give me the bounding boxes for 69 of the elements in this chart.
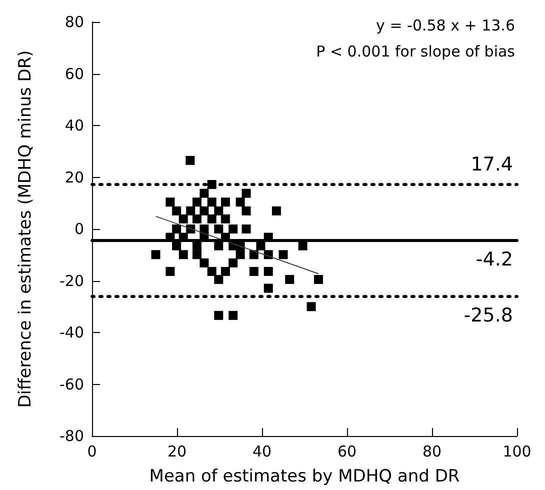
point xyxy=(178,250,188,260)
point xyxy=(214,241,224,250)
point xyxy=(207,214,216,224)
x-tick-label: 40 xyxy=(252,442,272,460)
point xyxy=(151,250,160,260)
point xyxy=(166,266,175,276)
y-tick-label: 60 xyxy=(64,64,84,83)
point xyxy=(285,274,294,284)
point xyxy=(192,198,202,207)
y-tick-label: -80 xyxy=(60,427,84,445)
point xyxy=(236,198,245,207)
annotation: P < 0.001 for slope of bias xyxy=(316,42,516,60)
point xyxy=(242,224,251,234)
y-axis-title: Difference in estimates (MDHQ minus DR) xyxy=(16,50,36,408)
point xyxy=(186,156,195,165)
point xyxy=(172,224,182,234)
point xyxy=(314,274,324,284)
point xyxy=(200,188,209,198)
point xyxy=(264,266,273,276)
point xyxy=(207,198,216,207)
point xyxy=(264,284,273,293)
y-tick-label: 40 xyxy=(64,116,84,134)
x-axis-title: Mean of estimates by MDHQ and DR xyxy=(149,466,460,486)
x-tick-label: 100 xyxy=(502,442,532,460)
point xyxy=(278,250,288,260)
point xyxy=(214,206,224,216)
ref-line-label: -25.8 xyxy=(464,304,513,326)
ref-line-label: -4.2 xyxy=(476,248,513,270)
point xyxy=(228,224,238,234)
y-tick-label: 80 xyxy=(64,13,84,31)
point xyxy=(200,258,209,268)
y-tick-label: -20 xyxy=(60,272,84,290)
x-tick-label: 60 xyxy=(337,442,357,460)
point xyxy=(186,206,196,216)
y-tick-label: -60 xyxy=(60,375,84,394)
point xyxy=(242,188,251,198)
point xyxy=(242,206,251,216)
point xyxy=(214,224,224,234)
y-tick-label: 0 xyxy=(74,220,84,238)
point xyxy=(220,198,230,207)
point xyxy=(306,302,316,312)
point xyxy=(172,206,182,216)
y-tick-label: 20 xyxy=(64,168,84,186)
point xyxy=(228,258,238,268)
point xyxy=(256,241,266,250)
point xyxy=(214,274,224,284)
point xyxy=(220,266,230,276)
y-tick-label: -40 xyxy=(60,324,84,342)
ref-line-label: 17.4 xyxy=(470,153,513,176)
point xyxy=(249,266,258,276)
point xyxy=(214,310,224,320)
point xyxy=(166,198,175,207)
point xyxy=(192,250,202,260)
point xyxy=(298,241,308,250)
annotation: y = -0.58 x + 13.6 xyxy=(376,16,515,34)
x-tick-label: 80 xyxy=(422,442,442,460)
x-tick-label: 0 xyxy=(87,442,97,460)
x-tick-label: 20 xyxy=(167,442,187,460)
point xyxy=(200,224,209,234)
point xyxy=(236,250,245,260)
point xyxy=(207,266,216,276)
point xyxy=(200,206,209,216)
point xyxy=(228,310,238,320)
point xyxy=(249,250,258,260)
point xyxy=(220,214,230,224)
point xyxy=(178,214,188,224)
point xyxy=(192,214,202,224)
point xyxy=(272,206,281,216)
point xyxy=(172,241,182,250)
